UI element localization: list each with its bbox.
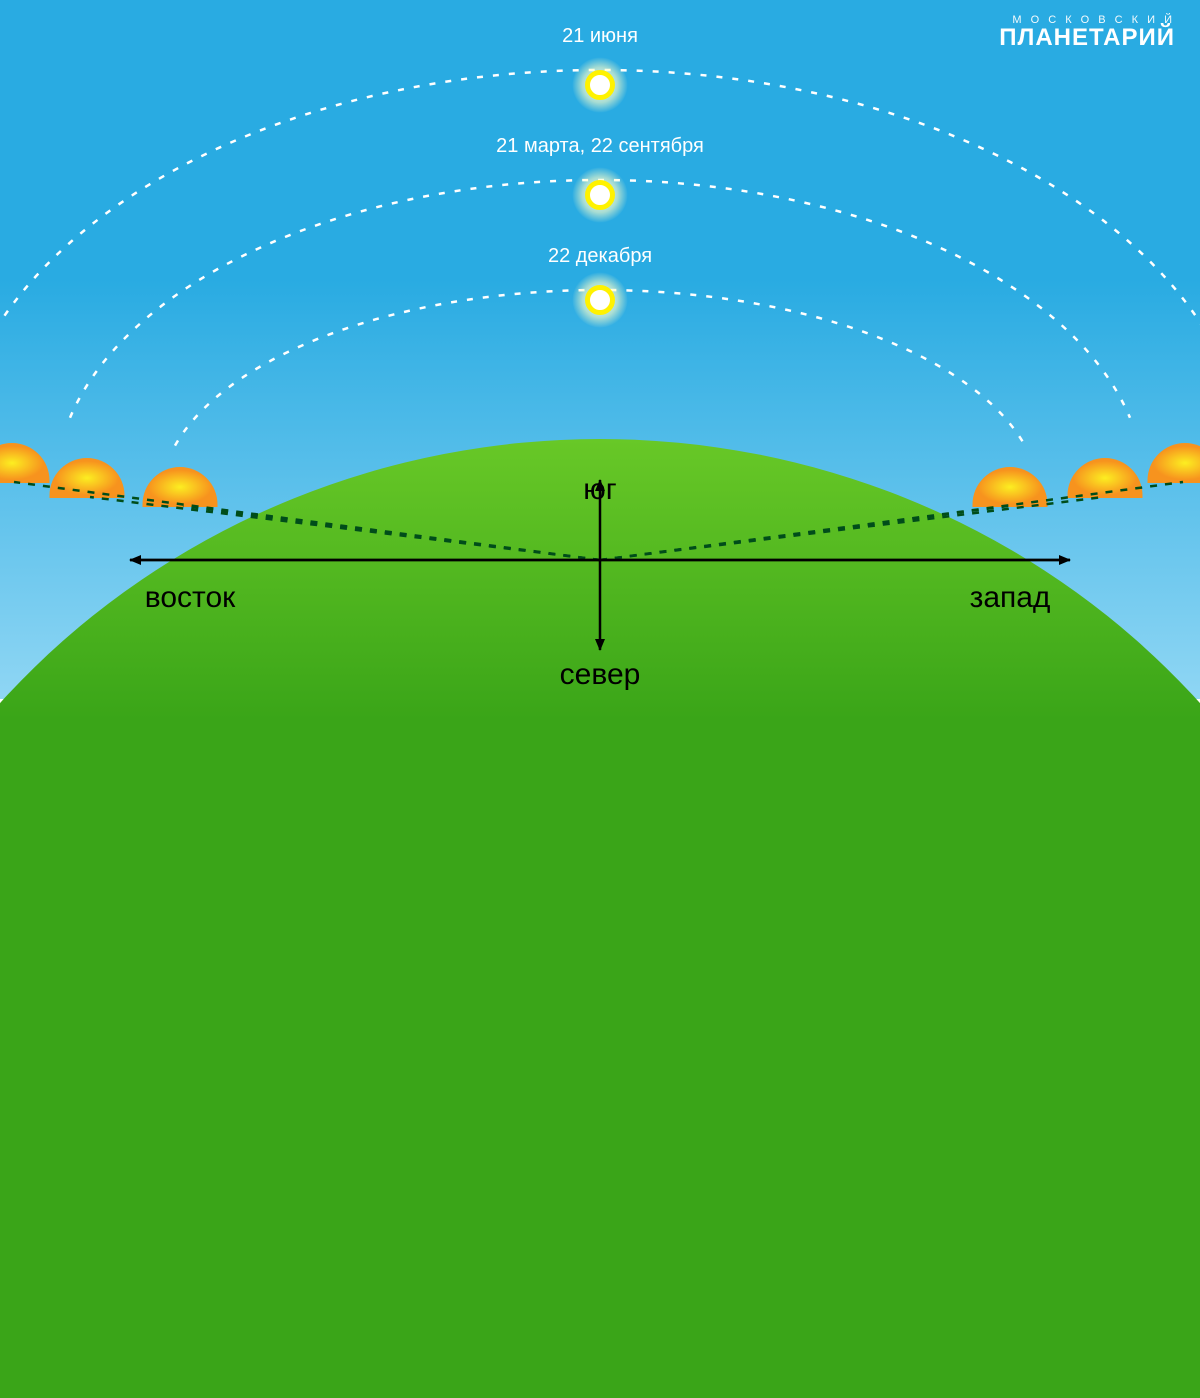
compass-label-south: юг (583, 473, 616, 507)
sun-ring-icon (585, 285, 615, 315)
sun-ring-icon (585, 70, 615, 100)
sun-date-label: 21 марта, 22 сентября (496, 135, 704, 158)
diagram-container: М О С К О В С К И Й ПЛАНЕТАРИЙ 21 июня 21… (0, 0, 1200, 699)
compass-label-east: восток (145, 581, 236, 615)
planetarium-logo: М О С К О В С К И Й ПЛАНЕТАРИЙ (999, 15, 1175, 50)
sun-date-label: 22 декабря (548, 245, 652, 268)
logo-line1: М О С К О В С К И Й (999, 15, 1175, 26)
compass-label-north: север (560, 658, 641, 692)
sun-date-label: 21 июня (562, 25, 638, 48)
sun-ring-icon (585, 180, 615, 210)
compass-label-west: запад (970, 581, 1051, 615)
logo-line2: ПЛАНЕТАРИЙ (999, 26, 1175, 50)
